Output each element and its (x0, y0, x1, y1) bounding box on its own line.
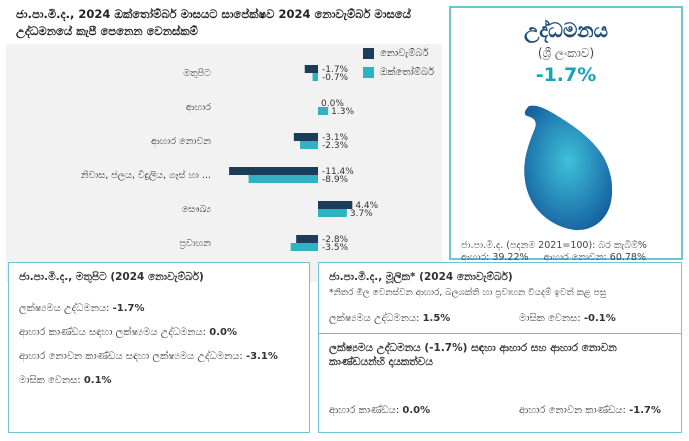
chart-title: ජා.පා.මි.ද., 2024 ඔක්තෝම්බර් මාසයට සාපේක… (16, 7, 411, 38)
headline-subtitle: (ශ්‍රී ලංකාව) (537, 46, 595, 60)
bar-october (312, 73, 318, 81)
bar-october (248, 175, 318, 183)
data-label: -2.8% (322, 235, 349, 245)
sri-lanka-map-icon (524, 105, 613, 231)
data-label: -2.3% (322, 141, 349, 151)
core-mom-label: මාසික වෙනස: (519, 313, 581, 324)
weights-values: ආහාර: 39.22% ආහාර නොවන: 60.78% (461, 252, 658, 263)
headline-inflation-value: -1.7% (535, 64, 597, 86)
core-panel-title: ජා.පා.මි.ද., මූලික* (2024 නොවැම්බර්) (329, 271, 513, 283)
row-label: මාසික වෙනස: (19, 375, 81, 386)
data-label: -3.1% (322, 133, 349, 143)
bar-october (300, 141, 318, 149)
category-label: ආහාර (186, 101, 211, 113)
data-label: -3.5% (322, 243, 349, 253)
chart-background (6, 44, 442, 282)
category-label: ප්‍රවාහන (179, 238, 211, 249)
food-contribution-label: ආහාර කාණ්ඩය: (329, 405, 400, 416)
bar-november (318, 201, 353, 209)
nonfood-weight: ආහාර නොවන: 60.78% (543, 252, 646, 263)
core-yoy: ලක්ෂ්‍යමය උද්ධමනය: 1.5% (329, 313, 450, 324)
nonfood-contribution-label: ආහාර නොවන කාණ්ඩය: (519, 405, 626, 416)
legend-item-october: ඔක්තෝම්බර් (363, 67, 434, 78)
category-label: මතුපිට (183, 68, 211, 79)
headline-inflation-panel: ජා.පා.මි.ද., මතුපිට (2024 නොවැම්බර්) ලක්… (8, 262, 310, 433)
food-contribution-value: 0.0% (402, 405, 431, 416)
row-label: ලක්ෂ්‍යමය උද්ධමනය: (19, 303, 110, 314)
chart-panel: ජා.පා.මි.ද., 2024 ඔක්තෝම්බර් මාසයට සාපේක… (6, 6, 442, 256)
bar-november (296, 235, 318, 243)
nonfood-contribution-value: -1.7% (629, 405, 661, 416)
bar-october (290, 243, 318, 251)
data-label: -8.9% (322, 175, 349, 185)
core-panel-divider (318, 333, 682, 334)
headline-panel-title: ජා.පා.මි.ද., මතුපිට (2024 නොවැම්බර්) (19, 271, 204, 283)
core-mom: මාසික වෙනස: -0.1% (519, 313, 616, 324)
contribution-title: ලක්ෂ්‍යමය උද්ධමනය (-1.7%) සඳහා ආහාර සහ ආ… (329, 342, 617, 368)
headline-box: උද්ධමනය (ශ්‍රී ලංකාව) -1.7% ජා.පා.මි.ද. … (449, 6, 683, 263)
data-label: -11.4% (322, 167, 354, 177)
data-label: 4.4% (355, 201, 378, 211)
data-label: -0.7% (322, 73, 349, 83)
core-inflation-panel: ජා.පා.මි.ද., මූලික* (2024 නොවැම්බර්) *නි… (318, 262, 682, 433)
legend-swatch-october (363, 67, 374, 78)
headline-row-nonfood: ආහාර නොවන කාණ්ඩය සඳහා ලක්ෂ්‍යමය උද්ධමනය:… (19, 351, 278, 362)
row-value: 0.0% (209, 327, 237, 338)
legend-label-october: ඔක්තෝම්බර් (380, 67, 435, 78)
core-panel-note: *නිතර මිල වෙනස්වන ආහාර, බලශක්ති හා ප්‍රව… (329, 288, 607, 298)
bar-november (229, 167, 318, 175)
bar-october (318, 107, 329, 115)
headline-row-yoy: ලක්ෂ්‍යමය උද්ධමනය: -1.7% (19, 303, 144, 314)
row-value: -3.1% (245, 351, 278, 362)
core-yoy-label: ලක්ෂ්‍යමය උද්ධමනය: (329, 313, 420, 324)
chart-legend: නොවැම්බර් ඔක්තෝම්බර් (363, 48, 434, 86)
data-label: 3.7% (350, 209, 373, 219)
row-value: -1.7% (112, 303, 145, 314)
bar-november (293, 133, 318, 141)
headline-title: උද්ධමනය (524, 18, 608, 42)
headline-row-food: ආහාර කාණ්ඩය සඳහා ලක්ෂ්‍යමය උද්ධමනය: 0.0% (19, 327, 237, 338)
nonfood-contribution: ආහාර නොවන කාණ්ඩය: -1.7% (519, 405, 661, 416)
data-label: -1.7% (322, 65, 349, 75)
category-label: ආහාර නොවන (151, 135, 211, 147)
row-label: ආහාර කාණ්ඩය සඳහා ලක්ෂ්‍යමය උද්ධමනය: (19, 327, 207, 338)
category-label: සෞඛ්‍ය (182, 204, 211, 215)
food-contribution: ආහාර කාණ්ඩය: 0.0% (329, 405, 430, 416)
category-label: නිවාස, ජලය, විදුලිය, ගෑස් හා ... (81, 168, 211, 181)
data-label: 0.0% (321, 99, 344, 109)
headline-row-mom: මාසික වෙනස: 0.1% (19, 375, 112, 386)
weights-line: ජා.පා.මි.ද. (පදනම 2021=100): බර කැබීම්% (461, 240, 647, 251)
row-value: 0.1% (83, 375, 112, 386)
row-label: ආහාර නොවන කාණ්ඩය සඳහා ලක්ෂ්‍යමය උද්ධමනය: (19, 351, 243, 362)
core-mom-value: -0.1% (583, 313, 616, 324)
data-label: 1.3% (331, 107, 354, 117)
bar-october (318, 209, 347, 217)
legend-swatch-november (363, 48, 374, 59)
legend-label-november: නොවැම්බර් (380, 48, 429, 59)
food-weight: ආහාර: 39.22% (461, 252, 529, 263)
bar-november (304, 65, 318, 73)
core-yoy-value: 1.5% (422, 313, 451, 324)
legend-item-november: නොවැම්බර් (363, 48, 434, 59)
